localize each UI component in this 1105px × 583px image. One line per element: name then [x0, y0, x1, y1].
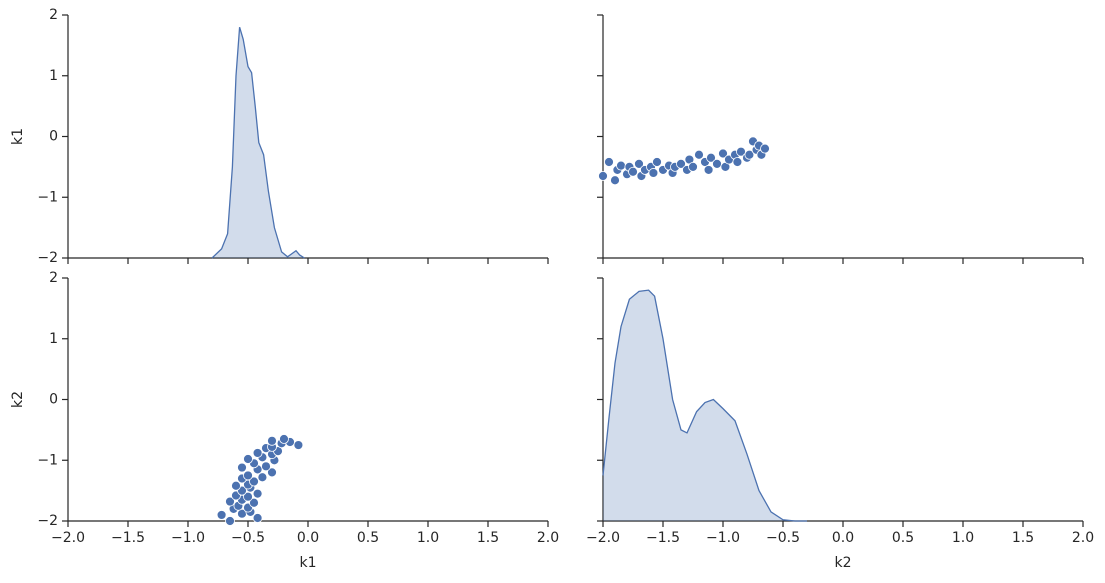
scatter-point [604, 157, 614, 167]
x-axis-label: k1 [299, 555, 316, 571]
x-tick-label: 1.0 [417, 530, 439, 546]
x-tick-label: 1.5 [477, 530, 499, 546]
scatter-point [706, 152, 716, 163]
scatter-point [694, 149, 704, 160]
scatter-point [249, 497, 259, 508]
scatter-point [267, 435, 277, 446]
x-tick-label: −0.5 [231, 530, 265, 546]
scatter-point [616, 160, 626, 171]
y-axis-label: k2 [10, 391, 26, 408]
y-tick-label: 0 [49, 392, 58, 408]
scatter-point [688, 161, 698, 172]
scatter-point [744, 149, 755, 160]
y-tick-label: 2 [49, 7, 58, 23]
y-tick-label: 1 [49, 331, 58, 347]
scatter-point [279, 434, 289, 444]
scatter-point [628, 166, 638, 177]
scatter-point [216, 510, 227, 520]
scatter-point [736, 146, 746, 157]
scatter-point [243, 491, 253, 502]
scatter-point [610, 175, 620, 186]
scatter-point [718, 148, 728, 159]
scatter-point [293, 440, 304, 450]
scatter-point [252, 513, 263, 523]
y-tick-label: 0 [49, 129, 58, 145]
scatter-point [760, 143, 770, 154]
x-tick-label: 1.0 [952, 530, 974, 546]
scatter-point [257, 472, 268, 483]
scatter-point [598, 171, 608, 181]
scatter-point [712, 158, 722, 169]
x-tick-label: 0.5 [892, 530, 914, 546]
x-tick-label: 0.5 [357, 530, 379, 546]
scatter-point [648, 168, 659, 178]
scatter-point [732, 157, 743, 167]
scatter-point [231, 480, 241, 491]
scatter-point [652, 157, 662, 167]
scatter-point [237, 462, 247, 473]
scatter-point [634, 158, 644, 169]
x-tick-label: −0.5 [766, 530, 800, 546]
y-tick-label: 2 [49, 270, 58, 286]
scatter-point [676, 158, 686, 169]
scatter-point [225, 496, 235, 507]
scatter-point [252, 488, 263, 499]
y-tick-label: −1 [37, 189, 58, 205]
x-tick-label: −2.0 [586, 530, 620, 546]
scatter-point [243, 470, 253, 481]
scatter-point [252, 448, 263, 458]
y-tick-label: −1 [37, 452, 58, 468]
y-axis-label: k1 [10, 128, 26, 145]
scatter-point [703, 165, 714, 175]
x-tick-label: −1.0 [706, 530, 740, 546]
scatter-point [261, 461, 271, 472]
density-line [602, 289, 807, 522]
x-axis-label: k2 [834, 555, 851, 571]
x-tick-label: −1.5 [111, 530, 145, 546]
x-tick-label: 0.0 [297, 530, 319, 546]
density-area [603, 290, 807, 521]
x-tick-label: −2.0 [51, 530, 85, 546]
x-tick-label: −1.0 [171, 530, 205, 546]
scatter-point [225, 516, 235, 526]
y-tick-label: 1 [49, 68, 58, 84]
x-tick-label: 2.0 [537, 530, 559, 546]
x-tick-label: −1.5 [646, 530, 680, 546]
y-tick-label: −2 [37, 250, 58, 266]
x-tick-label: 0.0 [832, 530, 854, 546]
x-tick-label: 2.0 [1072, 530, 1094, 546]
scatter-point [267, 467, 277, 478]
scatter-point [243, 454, 253, 464]
x-tick-label: 1.5 [1012, 530, 1034, 546]
scatter-point [249, 476, 259, 487]
density-line [211, 26, 305, 259]
y-tick-label: −2 [37, 513, 58, 529]
